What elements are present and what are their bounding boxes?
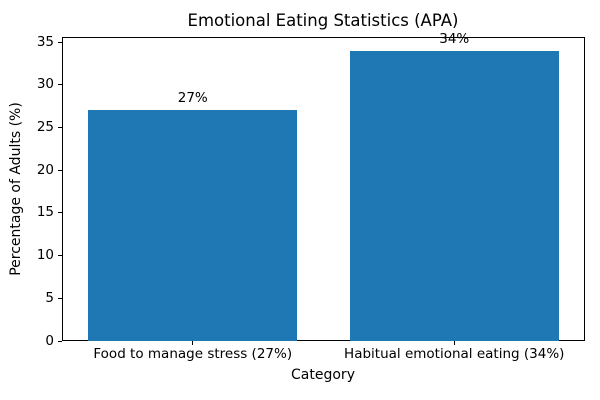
y-tick-label: 10 bbox=[36, 247, 54, 264]
y-tick-label: 25 bbox=[36, 119, 54, 136]
chart-title: Emotional Eating Statistics (APA) bbox=[187, 11, 459, 30]
y-tick-label: 0 bbox=[45, 332, 54, 349]
y-tick-label: 20 bbox=[36, 161, 54, 178]
y-tick bbox=[57, 169, 62, 171]
bar-value-label: 34% bbox=[439, 30, 470, 47]
x-tick bbox=[453, 341, 455, 345]
y-tick-label: 30 bbox=[36, 76, 54, 93]
x-tick bbox=[192, 341, 194, 345]
y-tick bbox=[57, 41, 62, 43]
y-tick bbox=[57, 212, 62, 214]
x-tick-label: Habitual emotional eating (34%) bbox=[344, 346, 565, 362]
y-tick bbox=[57, 340, 62, 342]
y-tick-label: 15 bbox=[36, 204, 54, 221]
y-tick bbox=[57, 255, 62, 257]
y-tick-label: 5 bbox=[45, 289, 54, 306]
x-axis-label: Category bbox=[291, 367, 355, 383]
bar bbox=[88, 110, 298, 341]
y-tick bbox=[57, 127, 62, 129]
y-tick bbox=[57, 297, 62, 299]
bar bbox=[349, 50, 559, 341]
x-tick-label: Food to manage stress (27%) bbox=[93, 346, 293, 362]
bar-value-label: 27% bbox=[177, 90, 208, 107]
y-tick bbox=[57, 84, 62, 86]
y-tick-label: 35 bbox=[36, 33, 54, 50]
